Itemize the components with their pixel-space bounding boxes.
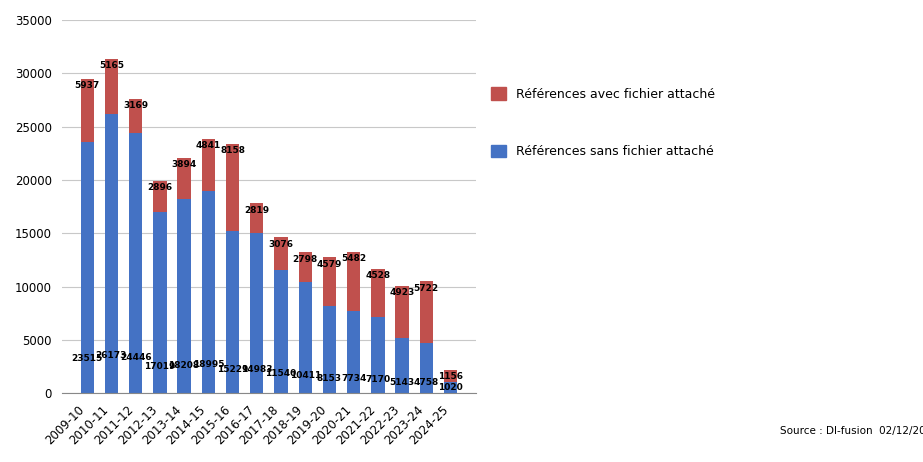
Text: 4758: 4758	[414, 378, 439, 387]
Text: 7170: 7170	[366, 375, 390, 384]
Bar	[226, 231, 239, 393]
Bar	[371, 317, 385, 393]
Text: 18208: 18208	[169, 361, 199, 370]
Bar	[105, 114, 118, 393]
Bar	[298, 282, 312, 393]
Bar	[80, 79, 94, 142]
Bar	[347, 311, 360, 393]
Text: 5165: 5165	[99, 61, 124, 70]
Bar	[274, 270, 288, 393]
Text: 5937: 5937	[75, 81, 100, 90]
Legend: Références avec fichier attaché, Références sans fichier attaché: Références avec fichier attaché, Référen…	[486, 82, 720, 163]
Text: 26173: 26173	[96, 351, 127, 360]
Text: 1156: 1156	[438, 372, 463, 381]
Bar	[444, 383, 457, 393]
Bar	[153, 212, 166, 393]
Bar	[250, 203, 263, 233]
Text: 4528: 4528	[366, 271, 390, 280]
Text: 18995: 18995	[193, 360, 224, 369]
Bar	[444, 370, 457, 383]
Bar	[323, 306, 336, 393]
Bar	[250, 233, 263, 393]
Text: 3076: 3076	[269, 239, 294, 249]
Text: 24446: 24446	[120, 353, 151, 362]
Bar	[395, 338, 409, 393]
Text: 4579: 4579	[317, 260, 342, 268]
Bar	[274, 237, 288, 270]
Bar	[105, 59, 118, 114]
Bar	[129, 99, 142, 133]
Text: 2896: 2896	[148, 183, 173, 192]
Bar	[420, 342, 433, 393]
Bar	[323, 257, 336, 306]
Bar	[371, 268, 385, 317]
Text: 15229: 15229	[217, 365, 248, 374]
Text: 1020: 1020	[438, 383, 462, 392]
Bar	[201, 139, 215, 191]
Bar	[298, 252, 312, 282]
Text: 11540: 11540	[265, 370, 296, 378]
Text: 17019: 17019	[144, 363, 175, 371]
Text: 2798: 2798	[293, 255, 318, 263]
Bar	[347, 252, 360, 311]
Bar	[177, 158, 191, 199]
Text: 14983: 14983	[241, 365, 272, 374]
Text: 5482: 5482	[342, 255, 366, 263]
Text: 10411: 10411	[290, 371, 321, 380]
Text: 5722: 5722	[414, 284, 438, 292]
Text: 7734: 7734	[341, 374, 366, 383]
Text: 8158: 8158	[220, 146, 245, 155]
Bar	[395, 286, 409, 338]
Text: Source : DI-fusion  02/12/2024: Source : DI-fusion 02/12/2024	[780, 426, 923, 436]
Bar	[226, 144, 239, 231]
Text: 3894: 3894	[172, 160, 197, 169]
Text: 8153: 8153	[317, 374, 342, 383]
Bar	[201, 191, 215, 393]
Text: 5143: 5143	[390, 377, 414, 387]
Text: 3169: 3169	[123, 101, 149, 110]
Text: 4841: 4841	[196, 141, 221, 150]
Text: 2819: 2819	[245, 206, 270, 214]
Bar	[129, 133, 142, 393]
Bar	[80, 142, 94, 393]
Bar	[420, 281, 433, 342]
Text: 23515: 23515	[72, 354, 102, 363]
Text: 4923: 4923	[390, 288, 414, 297]
Bar	[153, 181, 166, 212]
Bar	[177, 199, 191, 393]
